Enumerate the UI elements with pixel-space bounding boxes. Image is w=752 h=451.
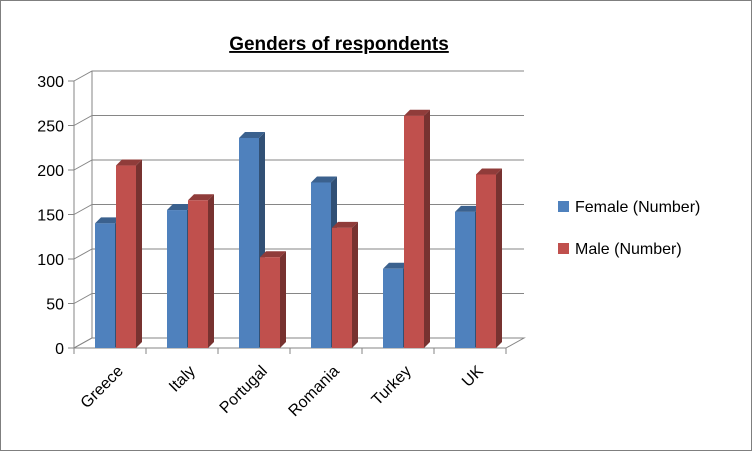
y-tick-label: 50 [46,297,64,314]
bars [95,109,502,349]
y-tick-label: 150 [37,208,64,225]
x-tick-label: Greece [78,363,127,412]
x-tick-label: Portugal [217,363,271,417]
chart-title: Genders of respondents [229,34,449,55]
bar-greece-male [116,159,142,348]
x-axis-ticks: Greece Italy Portugal Romania Turkey UK [73,348,507,420]
legend-item-male: Male (Number) [558,241,682,258]
legend-label: Male (Number) [575,241,682,258]
legend-swatch [558,201,569,212]
bar-uk-male [476,168,502,348]
legend-swatch [558,243,569,254]
y-tick-label: 200 [37,163,64,180]
bar-italy-male [188,194,214,348]
gridline [73,204,524,215]
x-tick-label: Italy [166,363,199,396]
gridline [73,248,524,260]
bar-turkey-male [404,109,430,349]
x-tick-label: Romania [286,363,343,420]
gridline [73,70,524,82]
gridline [73,293,524,304]
x-tick-label: UK [459,363,487,391]
legend-label: Female (Number) [575,199,700,216]
y-tick-label: 250 [37,119,64,136]
y-tick-label: 0 [55,341,64,358]
y-axis-ticks: 0 50 100 150 200 250 300 [37,74,74,358]
y-tick-label: 300 [37,74,64,91]
gridline [73,115,524,126]
legend: Female (Number) Male (Number) [558,199,700,258]
y-tick-label: 100 [37,252,64,269]
x-tick-label: Turkey [369,363,415,409]
bar-romania-male [332,221,358,348]
gridlines [73,70,524,349]
gridline [73,159,524,171]
gridline [73,337,524,349]
bar-portugal-male [260,251,286,348]
legend-item-female: Female (Number) [558,199,700,216]
